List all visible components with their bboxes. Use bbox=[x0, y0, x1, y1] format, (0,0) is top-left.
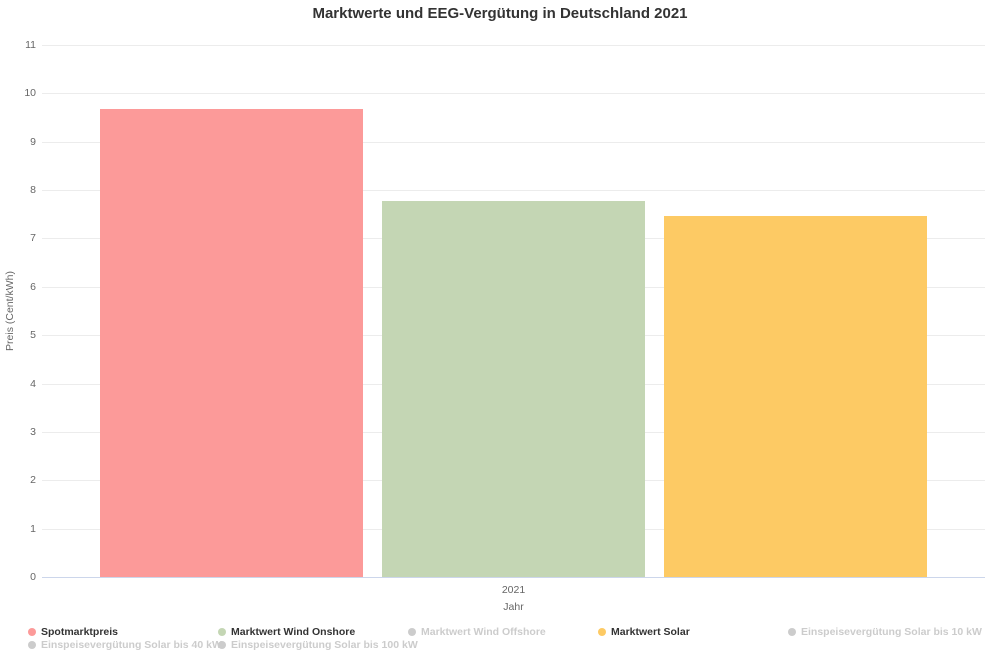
legend-item-einspeisevergutung-solar-bis-100-kw[interactable]: Einspeisevergütung Solar bis 100 kW bbox=[218, 638, 418, 651]
gridline bbox=[42, 141, 985, 143]
y-axis-tick-label: 6 bbox=[30, 280, 36, 293]
legend-marker-icon bbox=[218, 640, 226, 649]
y-axis-tick-label: 7 bbox=[30, 232, 36, 245]
legend-marker-icon bbox=[28, 640, 36, 649]
y-axis-tick-label: 5 bbox=[30, 329, 36, 342]
legend-item-einspeisevergutung-solar-bis-40-kw[interactable]: Einspeisevergütung Solar bis 40 kW bbox=[28, 638, 222, 651]
y-axis-tick-label: 8 bbox=[30, 184, 36, 197]
y-axis-tick-label: 4 bbox=[30, 377, 36, 390]
gridline bbox=[42, 93, 985, 95]
bar-marktwert-wind-onshore[interactable] bbox=[382, 200, 645, 577]
legend-item-spotmarktpreis[interactable]: Spotmarktpreis bbox=[28, 625, 218, 638]
plot-area bbox=[42, 45, 985, 578]
y-axis-tick-label: 0 bbox=[30, 571, 36, 583]
x-axis-title: Jahr bbox=[503, 601, 524, 613]
legend-label: Spotmarktpreis bbox=[41, 625, 119, 638]
legend-marker-icon bbox=[218, 627, 226, 636]
chart-title: Marktwerte und EEG-Vergütung in Deutschl… bbox=[312, 5, 688, 22]
legend-marker-icon bbox=[408, 627, 416, 636]
gridline bbox=[42, 45, 985, 46]
legend-label: Marktwert Wind Onshore bbox=[231, 625, 356, 638]
legend-item-marktwert-wind-offshore[interactable]: Marktwert Wind Offshore bbox=[408, 625, 598, 638]
legend-item-marktwert-wind-onshore[interactable]: Marktwert Wind Onshore bbox=[218, 625, 408, 638]
legend-item-einspeisevergutung-solar-bis-10-kw[interactable]: Einspeisevergütung Solar bis 10 kW bbox=[788, 625, 982, 638]
legend-label: Einspeisevergütung Solar bis 10 kW bbox=[801, 625, 982, 638]
legend-item-marktwert-solar[interactable]: Marktwert Solar bbox=[598, 625, 788, 638]
bar-spotmarktpreis[interactable] bbox=[100, 108, 363, 577]
legend: Spotmarktpreis Marktwert Wind Onshore Mark… bbox=[28, 625, 982, 651]
x-axis-line bbox=[42, 577, 985, 578]
legend-marker-icon bbox=[28, 627, 36, 636]
y-axis-tick-label: 9 bbox=[30, 135, 36, 148]
y-axis-tick-label: 1 bbox=[30, 522, 36, 535]
y-axis-title: Preis (Cent/kWh) bbox=[2, 45, 18, 577]
y-axis-tick-label: 10 bbox=[24, 87, 36, 100]
y-axis-tick-label: 3 bbox=[30, 425, 36, 438]
legend-label: Marktwert Wind Offshore bbox=[421, 625, 546, 638]
y-axis-tick-label: 11 bbox=[25, 39, 36, 51]
y-axis-tick-label: 2 bbox=[30, 474, 36, 487]
legend-label: Einspeisevergütung Solar bis 40 kW bbox=[41, 638, 222, 651]
legend-label: Einspeisevergütung Solar bis 100 kW bbox=[231, 638, 418, 651]
legend-label: Marktwert Solar bbox=[611, 625, 690, 638]
legend-marker-icon bbox=[598, 627, 606, 636]
gridline bbox=[42, 190, 985, 192]
legend-marker-icon bbox=[788, 627, 796, 636]
bar-marktwert-solar[interactable] bbox=[664, 215, 927, 577]
bars-group bbox=[42, 45, 985, 577]
x-axis-tick-label: 2021 bbox=[501, 584, 526, 596]
